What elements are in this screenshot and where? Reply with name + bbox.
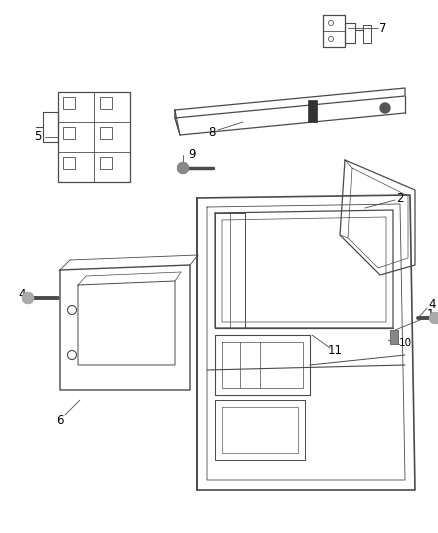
Bar [100, 127, 112, 139]
Text: 4: 4 [18, 288, 26, 302]
Circle shape [22, 293, 33, 303]
Text: 6: 6 [56, 414, 64, 426]
Bar [100, 97, 112, 109]
Circle shape [430, 312, 438, 324]
Bar [390, 330, 398, 344]
Text: 9: 9 [188, 149, 196, 161]
Circle shape [380, 103, 390, 113]
Text: 1: 1 [426, 309, 434, 321]
Bar [308, 100, 317, 122]
Text: 5: 5 [34, 131, 42, 143]
Bar [63, 97, 75, 109]
Bar [63, 157, 75, 169]
Text: 7: 7 [379, 21, 387, 35]
Text: 10: 10 [399, 338, 412, 348]
Text: 4: 4 [428, 298, 436, 311]
Circle shape [177, 163, 188, 174]
Text: 2: 2 [396, 191, 404, 205]
Bar [63, 127, 75, 139]
Bar [100, 157, 112, 169]
Text: 8: 8 [208, 126, 215, 140]
Text: 11: 11 [328, 343, 343, 357]
